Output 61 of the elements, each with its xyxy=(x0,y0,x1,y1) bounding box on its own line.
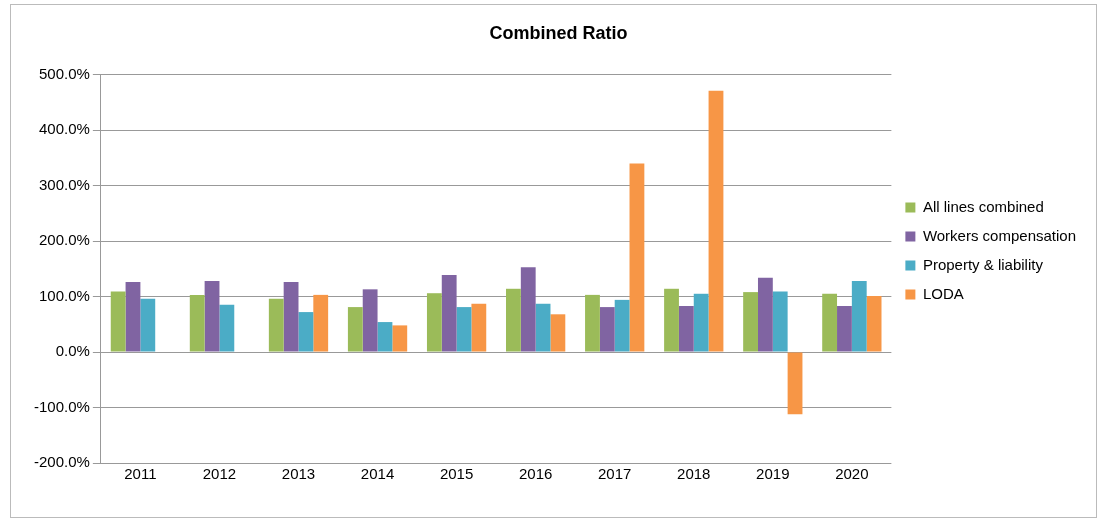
chart-title: Combined Ratio xyxy=(489,22,628,43)
x-tick-label: 2015 xyxy=(439,465,474,483)
x-tick-label: 2019 xyxy=(756,465,790,483)
bar xyxy=(535,303,551,352)
bar xyxy=(313,294,329,352)
x-tick-label: 2020 xyxy=(835,465,869,483)
bar xyxy=(347,307,363,352)
bar xyxy=(426,293,442,352)
bar xyxy=(377,322,393,352)
bar xyxy=(678,305,694,352)
bar xyxy=(629,163,645,352)
bar xyxy=(708,90,724,352)
x-tick-label: 2014 xyxy=(360,465,395,483)
bar xyxy=(362,289,378,352)
bar xyxy=(441,274,457,352)
y-tick-label: 100.0% xyxy=(38,286,90,304)
y-tick-label: 400.0% xyxy=(38,120,90,138)
y-tick-label: -200.0% xyxy=(33,453,90,471)
legend-label: LODA xyxy=(922,284,964,302)
bar xyxy=(283,282,299,352)
bar xyxy=(189,294,205,352)
bar xyxy=(140,298,156,352)
x-tick-label: 2016 xyxy=(518,465,553,483)
y-tick-label: 300.0% xyxy=(38,175,90,193)
bar xyxy=(219,304,235,352)
x-tick-label: 2013 xyxy=(281,465,316,483)
bar xyxy=(456,307,472,352)
bar xyxy=(743,292,758,352)
bar xyxy=(550,314,566,352)
bar xyxy=(757,277,773,352)
bar xyxy=(837,305,852,352)
bar xyxy=(866,295,882,352)
bar xyxy=(298,312,314,352)
legend-label: Workers compensation xyxy=(922,226,1076,244)
bar xyxy=(585,294,600,352)
x-tick-label: 2018 xyxy=(677,465,711,483)
y-tick-label: 0.0% xyxy=(55,342,90,360)
bar xyxy=(822,293,838,352)
y-tick-label: 500.0% xyxy=(38,64,90,82)
bar xyxy=(110,291,126,352)
bar xyxy=(599,307,615,352)
bar xyxy=(787,352,803,415)
bar xyxy=(471,303,487,352)
bar xyxy=(664,288,679,352)
legend-label: Property & liability xyxy=(922,255,1044,273)
x-tick-label: 2011 xyxy=(124,465,157,483)
bar xyxy=(204,281,220,352)
legend-label: All lines combined xyxy=(922,197,1044,215)
bar xyxy=(268,298,284,352)
bar xyxy=(392,325,408,352)
bar xyxy=(851,281,867,352)
x-tick-label: 2012 xyxy=(202,465,237,483)
x-tick-label: 2017 xyxy=(598,465,632,483)
bar xyxy=(614,299,630,352)
bar xyxy=(693,293,709,352)
y-tick-label: -100.0% xyxy=(33,397,90,415)
bar xyxy=(772,291,788,352)
bar xyxy=(125,282,141,352)
bar xyxy=(520,267,536,352)
y-tick-label: 200.0% xyxy=(38,231,90,249)
bar xyxy=(506,288,521,352)
